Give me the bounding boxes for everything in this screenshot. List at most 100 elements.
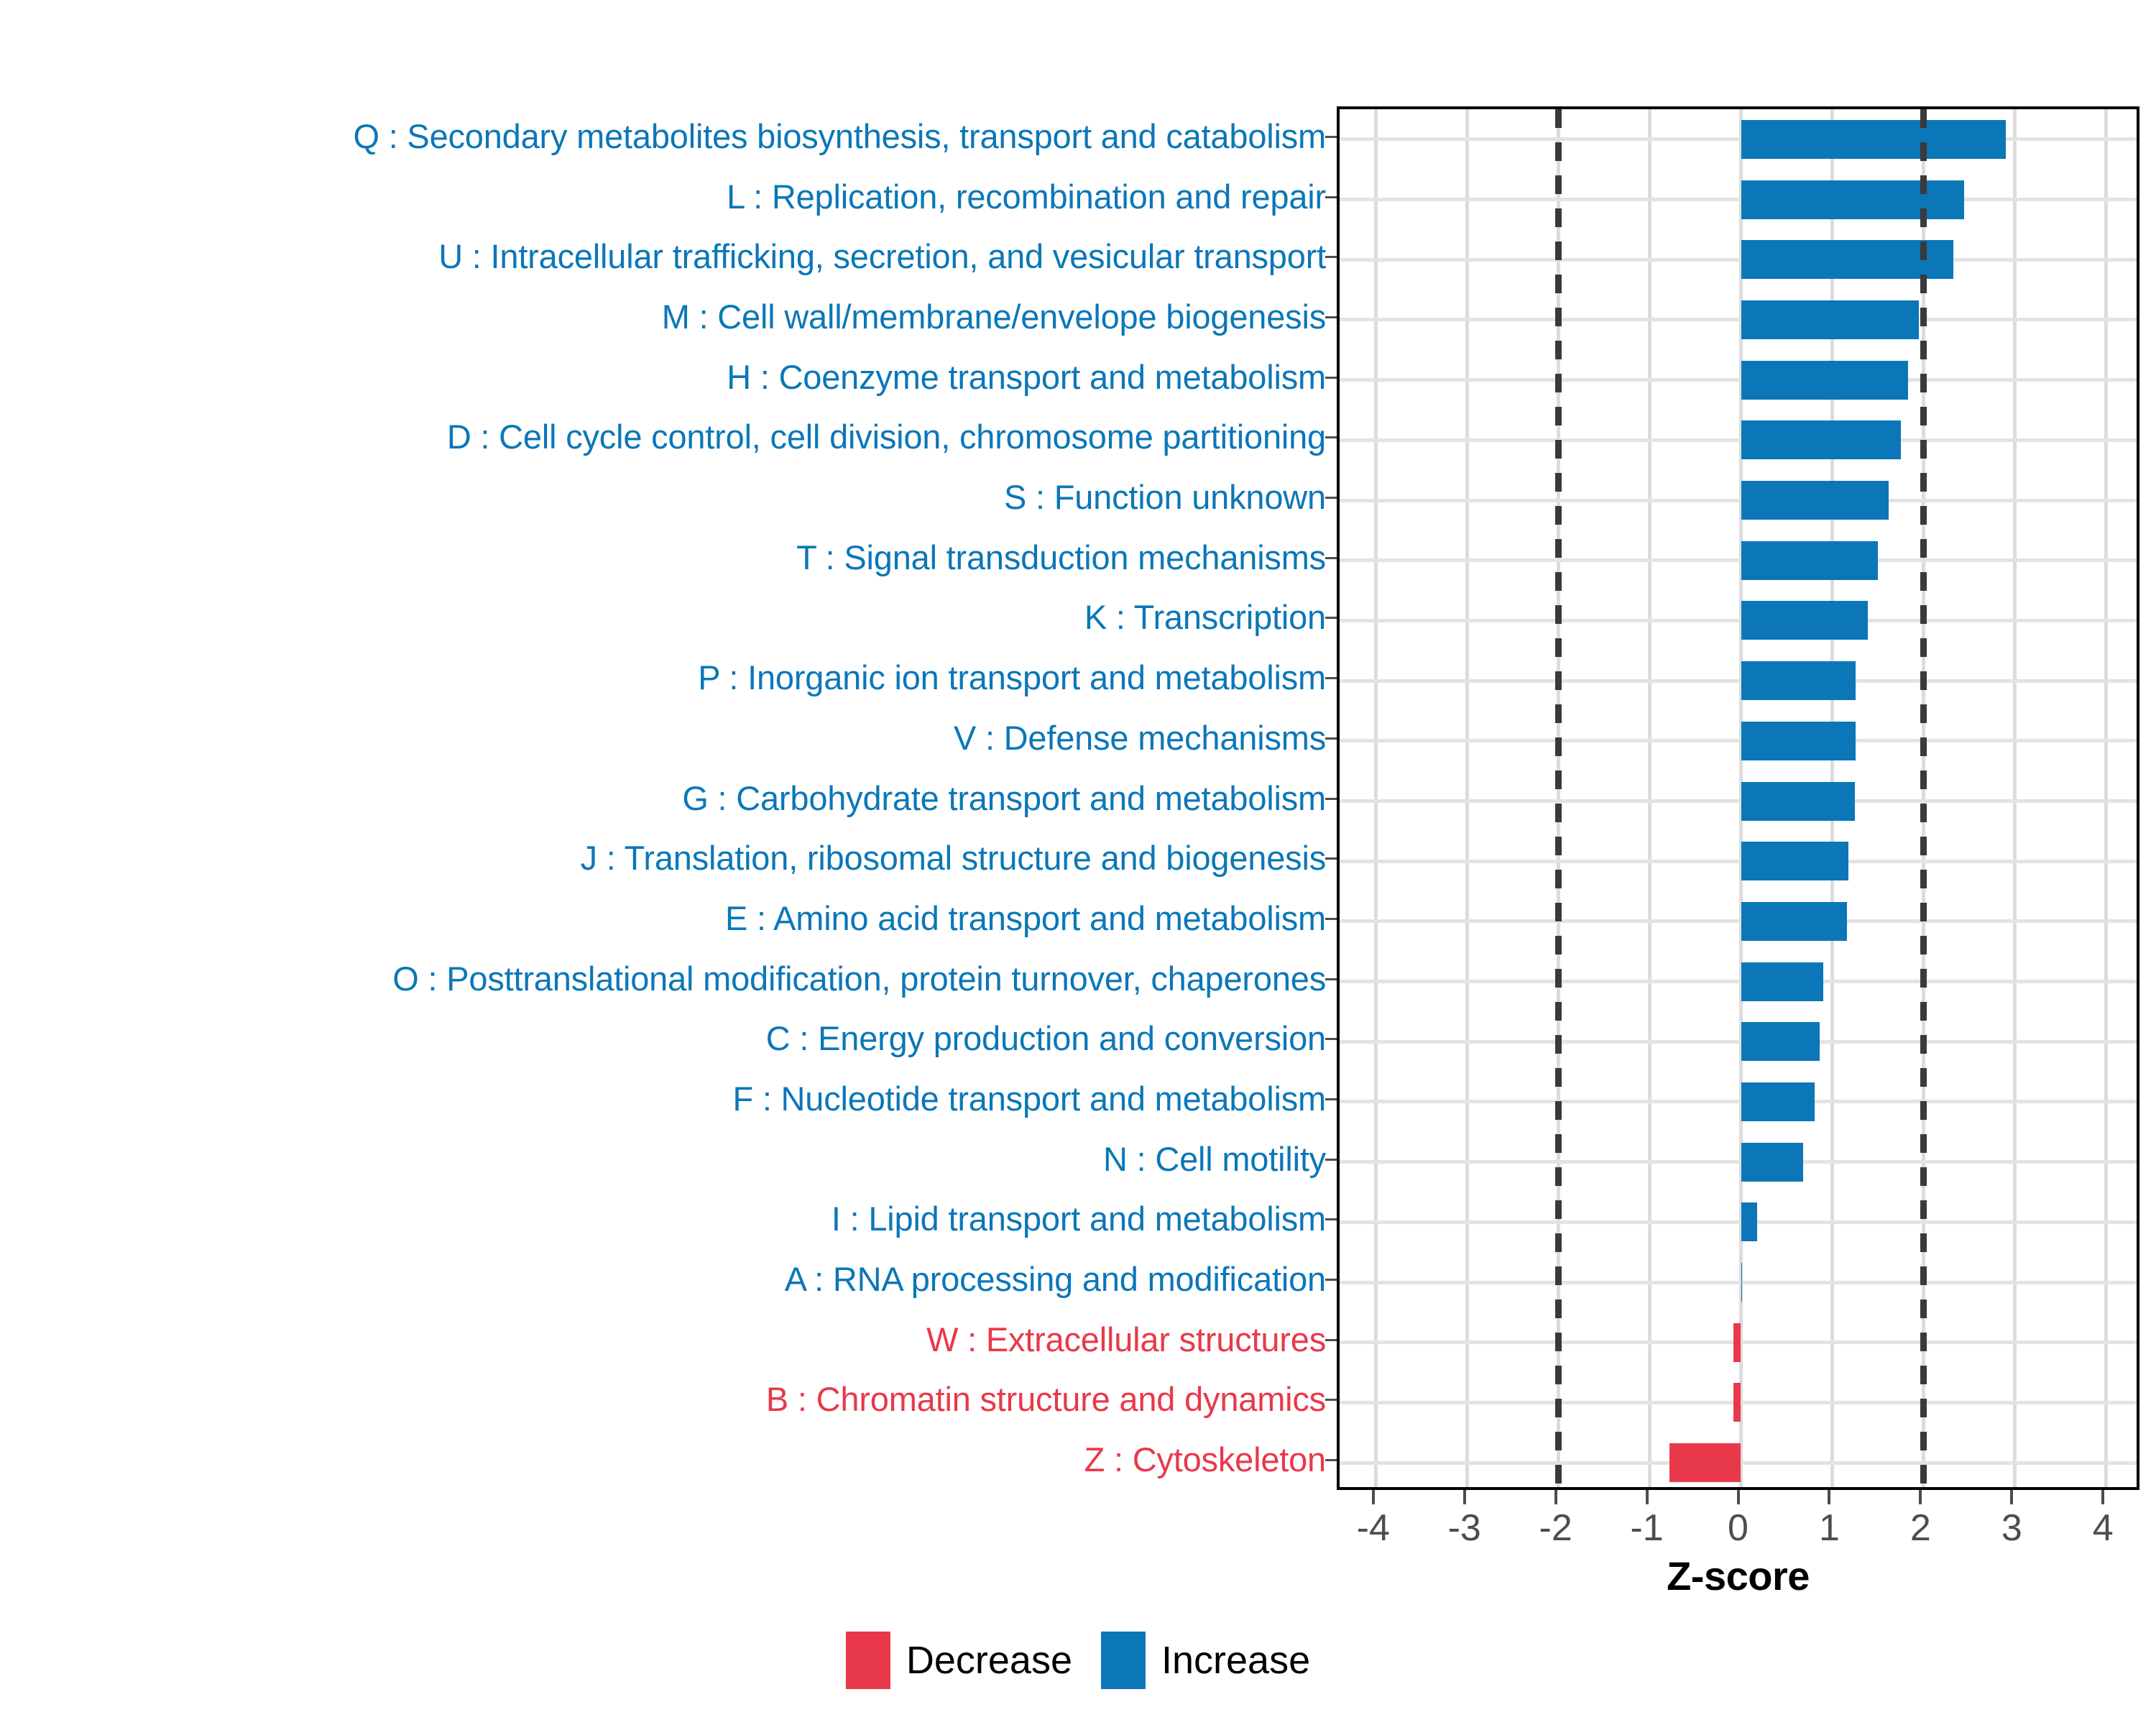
bar [1741,901,1847,941]
x-axis-tick-label: -4 [1356,1507,1390,1549]
y-axis-tick [1325,497,1337,500]
vertical-gridline [2012,109,2017,1487]
significance-threshold-line [1555,109,1562,1487]
y-axis-tick [1325,857,1337,860]
x-axis: -4 -3 -2 -1 0 1 2 3 4 [1337,1490,2139,1583]
vertical-gridline [1374,109,1378,1487]
y-axis-label: M : Cell wall/membrane/envelope biogenes… [661,297,1326,336]
y-axis-tick [1325,1038,1337,1041]
horizontal-gridline [1340,1039,2137,1044]
horizontal-gridline [1340,498,2137,502]
horizontal-gridline [1340,137,2137,142]
y-axis-category-labels: Q : Secondary metabolites biosynthesis, … [0,106,1337,1490]
significance-threshold-line [1920,109,1927,1487]
bar [1741,1202,1758,1242]
x-axis-tick-label: 2 [1909,1507,1931,1549]
y-axis-tick [1325,1218,1337,1221]
bar [1741,240,1954,280]
bar [1741,842,1849,881]
x-axis-tick-label: -3 [1447,1507,1481,1549]
x-axis-tick [2101,1490,2105,1504]
legend-entry[interactable]: Increase [1100,1632,1311,1689]
legend-label: Decrease [906,1639,1072,1682]
y-axis-label: O : Posttranslational modification, prot… [392,959,1326,998]
y-axis-tick [1325,376,1337,379]
horizontal-gridline [1340,558,2137,563]
y-axis-label: A : RNA processing and modification [784,1260,1326,1299]
y-axis-label: N : Cell motility [1103,1139,1326,1178]
horizontal-gridline [1340,257,2137,262]
horizontal-gridline [1340,438,2137,442]
horizontal-gridline [1340,618,2137,622]
horizontal-gridline [1340,1160,2137,1164]
y-axis-label: I : Lipid transport and metabolism [831,1200,1326,1238]
y-axis-label: S : Function unknown [1004,478,1326,517]
y-axis-tick [1325,196,1337,198]
bar [1741,1022,1820,1062]
x-axis-tick-label: 4 [2092,1507,2114,1549]
x-axis-tick [1828,1490,1831,1504]
y-axis-tick [1325,256,1337,259]
y-axis-tick [1325,1158,1337,1161]
x-axis-title: Z-score [1667,1553,1810,1598]
bar [1741,781,1856,821]
horizontal-gridline [1340,1100,2137,1104]
y-axis-tick [1325,1459,1337,1462]
horizontal-gridline [1340,739,2137,743]
bar [1741,661,1856,701]
bar [1741,180,1965,219]
bar [1733,1322,1741,1362]
y-axis-label: L : Replication, recombination and repai… [727,177,1326,216]
y-axis-label: D : Cell cycle control, cell division, c… [446,418,1326,456]
x-axis-tick-label: -1 [1630,1507,1664,1549]
bar [1741,962,1823,1001]
horizontal-gridline [1340,1280,2137,1284]
y-axis-label: P : Inorganic ion transport and metaboli… [698,658,1326,697]
legend-label: Increase [1161,1639,1311,1682]
bar [1669,1443,1741,1483]
y-axis-label: E : Amino acid transport and metabolism [725,898,1326,937]
y-axis-tick [1325,617,1337,620]
vertical-gridline [1465,109,1470,1487]
y-axis-tick [1325,1399,1337,1402]
bar [1741,300,1920,339]
y-axis-label: W : Extracellular structures [926,1320,1326,1358]
y-axis-tick [1325,1338,1337,1341]
y-axis-label: U : Intracellular trafficking, secretion… [438,237,1326,276]
bar [1733,1383,1741,1422]
y-axis-tick [1325,556,1337,559]
x-axis-tick-label: 3 [2001,1507,2022,1549]
bar [1741,1263,1742,1302]
y-axis-tick [1325,1098,1337,1100]
horizontal-gridline [1340,980,2137,984]
x-axis-tick [1736,1490,1740,1504]
bar [1741,481,1889,520]
y-axis-tick [1325,978,1337,980]
y-axis-tick [1325,917,1337,920]
y-axis-tick [1325,797,1337,800]
legend: Decrease Increase [0,1632,2156,1689]
bar [1741,119,2006,159]
y-axis-tick [1325,677,1337,680]
y-axis-label: F : Nucleotide transport and metabolism [732,1079,1326,1118]
plot-panel [1337,106,2139,1490]
bar [1741,1142,1803,1182]
legend-swatch [1100,1632,1146,1689]
bar [1741,601,1868,640]
legend-swatch [845,1632,890,1689]
x-axis-tick-label: -2 [1539,1507,1572,1549]
horizontal-gridline [1340,1220,2137,1224]
y-axis-tick [1325,1279,1337,1282]
y-axis-tick [1325,436,1337,439]
vertical-gridline [2104,109,2108,1487]
x-axis-tick [2010,1490,2014,1504]
y-axis-label: K : Transcription [1084,598,1326,637]
horizontal-gridline [1340,378,2137,382]
legend-entry[interactable]: Decrease [845,1632,1072,1689]
y-axis-label: B : Chromatin structure and dynamics [765,1380,1326,1419]
y-axis-label: Q : Secondary metabolites biosynthesis, … [353,116,1326,155]
horizontal-gridline [1340,318,2137,322]
horizontal-gridline [1340,678,2137,683]
y-axis-label: J : Translation, ribosomal structure and… [580,839,1327,878]
